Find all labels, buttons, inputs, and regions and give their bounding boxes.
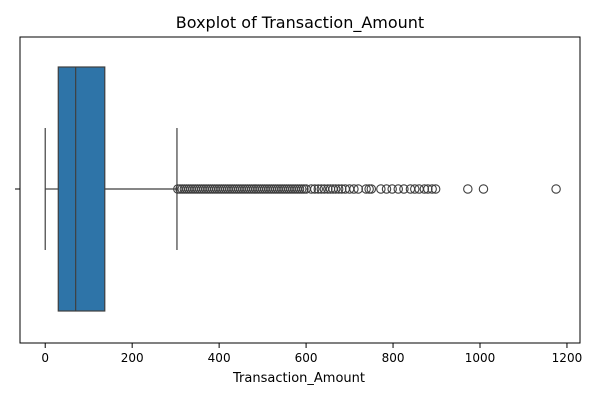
outlier-point	[316, 184, 327, 194]
outlier-point	[551, 184, 561, 194]
outlier-point	[423, 184, 433, 194]
outlier-point	[419, 184, 430, 194]
iqr-box	[57, 66, 106, 312]
x-tick-label: 0	[41, 351, 49, 365]
outlier-point	[353, 184, 364, 194]
plot-frame	[19, 36, 581, 344]
outlier-point	[366, 184, 377, 194]
x-tick-label: 400	[208, 351, 231, 365]
x-tick-label: 600	[295, 351, 318, 365]
outlier-point	[381, 184, 392, 194]
outlier-point	[333, 184, 344, 194]
outlier-point	[410, 184, 420, 194]
x-tick-label: 200	[121, 351, 144, 365]
x-axis-label: Transaction_Amount	[232, 371, 365, 386]
x-tick-label: 800	[382, 351, 405, 365]
outlier-point	[463, 184, 473, 194]
outlier-point	[393, 184, 404, 194]
plot-area	[19, 36, 581, 344]
x-tick-label: 1000	[465, 351, 496, 365]
outlier-point	[306, 184, 317, 194]
x-tick-label: 1200	[552, 351, 583, 365]
outlier-point	[323, 184, 333, 194]
outlier-point	[349, 184, 359, 194]
outlier-point	[330, 184, 341, 194]
outlier-point	[478, 184, 489, 194]
chart-title: Boxplot of Transaction_Amount	[176, 13, 424, 33]
outlier-point	[310, 184, 320, 194]
outlier-point	[399, 184, 409, 194]
outlier-point	[430, 184, 441, 194]
outlier-point	[376, 184, 386, 194]
outlier-point	[336, 184, 347, 194]
outlier-point	[427, 184, 437, 194]
outlier-point	[387, 184, 397, 194]
outlier-point	[313, 184, 324, 194]
outlier-point	[361, 184, 371, 194]
x-axis: 0 200 400 600 800 1000 1200	[41, 343, 582, 365]
